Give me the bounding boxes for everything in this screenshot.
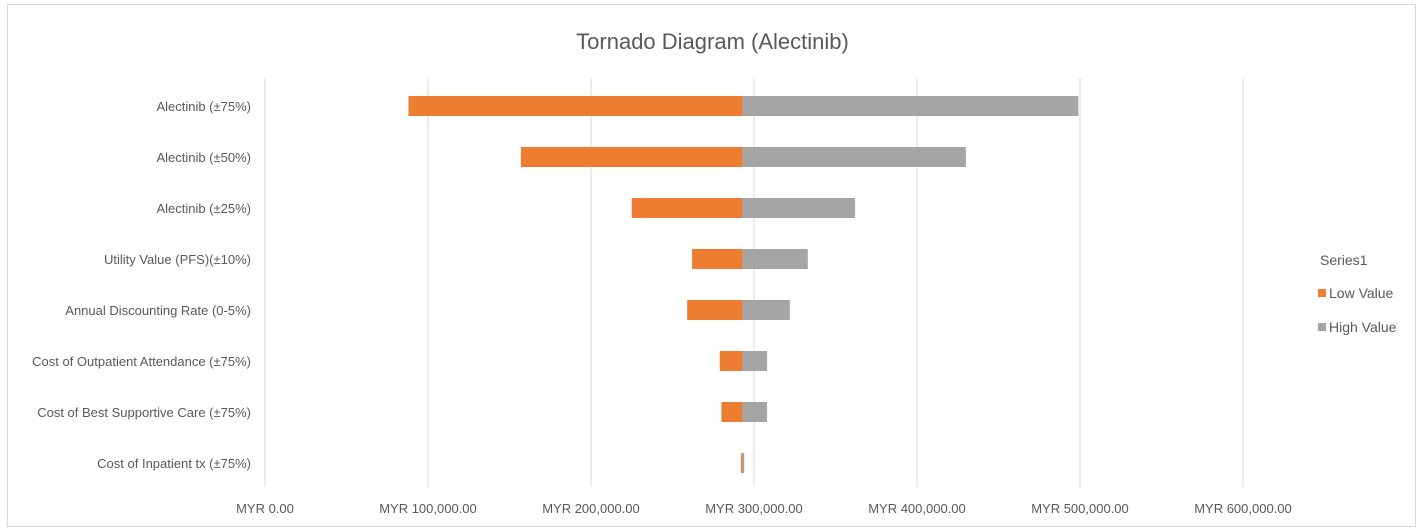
bar-low-value: [631, 198, 743, 218]
bar-low-value: [719, 351, 743, 371]
legend-swatch-low: [1318, 289, 1326, 297]
bar-low-value: [687, 300, 743, 320]
bar-low-value: [721, 402, 743, 422]
category-label: Cost of Best Supportive Care (±75%): [37, 405, 251, 420]
bar-high-value: [742, 300, 790, 320]
category-label: Annual Discounting Rate (0-5%): [65, 303, 251, 318]
legend: Series1 Low Value High Value: [1318, 252, 1418, 350]
legend-label-low: Low Value: [1329, 285, 1394, 301]
category-labels: Alectinib (±75%) Alectinib (±50%) Alectini…: [32, 99, 251, 471]
bar-high-value: [742, 147, 966, 167]
bar-high-value: [742, 249, 808, 269]
bar-low-value: [408, 96, 743, 116]
category-label: Cost of Inpatient tx (±75%): [97, 456, 251, 471]
x-tick-label: MYR 100,000.00: [379, 501, 477, 516]
bar-high-value: [742, 351, 768, 371]
category-label: Alectinib (±50%): [156, 150, 251, 165]
x-tick-label: MYR 500,000.00: [1031, 501, 1129, 516]
x-tick-label: MYR 300,000.00: [705, 501, 803, 516]
bar-low-value: [740, 453, 743, 473]
category-label: Alectinib (±25%): [156, 201, 251, 216]
bar-high-value: [742, 198, 856, 218]
chart-title: Tornado Diagram (Alectinib): [576, 29, 849, 54]
x-tick-label: MYR 400,000.00: [868, 501, 966, 516]
gridlines: [264, 78, 1244, 487]
x-tick-label: MYR 600,000.00: [1194, 501, 1292, 516]
bar-high-value: [742, 96, 1079, 116]
category-label: Utility Value (PFS)(±10%): [104, 252, 251, 267]
category-label: Alectinib (±75%): [156, 99, 251, 114]
category-label: Cost of Outpatient Attendance (±75%): [32, 354, 251, 369]
legend-item-low: Low Value: [1318, 282, 1418, 304]
bar-low-value: [692, 249, 743, 269]
x-tick-label: MYR 0.00: [236, 501, 294, 516]
x-tick-label: MYR 200,000.00: [542, 501, 640, 516]
bar-low-value: [520, 147, 743, 167]
bar-high-value: [742, 453, 745, 473]
bar-high-value: [742, 402, 768, 422]
legend-label-high: High Value: [1329, 319, 1397, 335]
legend-title: Series1: [1320, 252, 1368, 268]
bars: [408, 96, 1079, 473]
legend-item-high: High Value: [1318, 316, 1418, 338]
x-axis-tick-labels: MYR 0.00 MYR 100,000.00 MYR 200,000.00 MYR …: [236, 501, 1292, 516]
legend-swatch-high: [1318, 323, 1326, 331]
